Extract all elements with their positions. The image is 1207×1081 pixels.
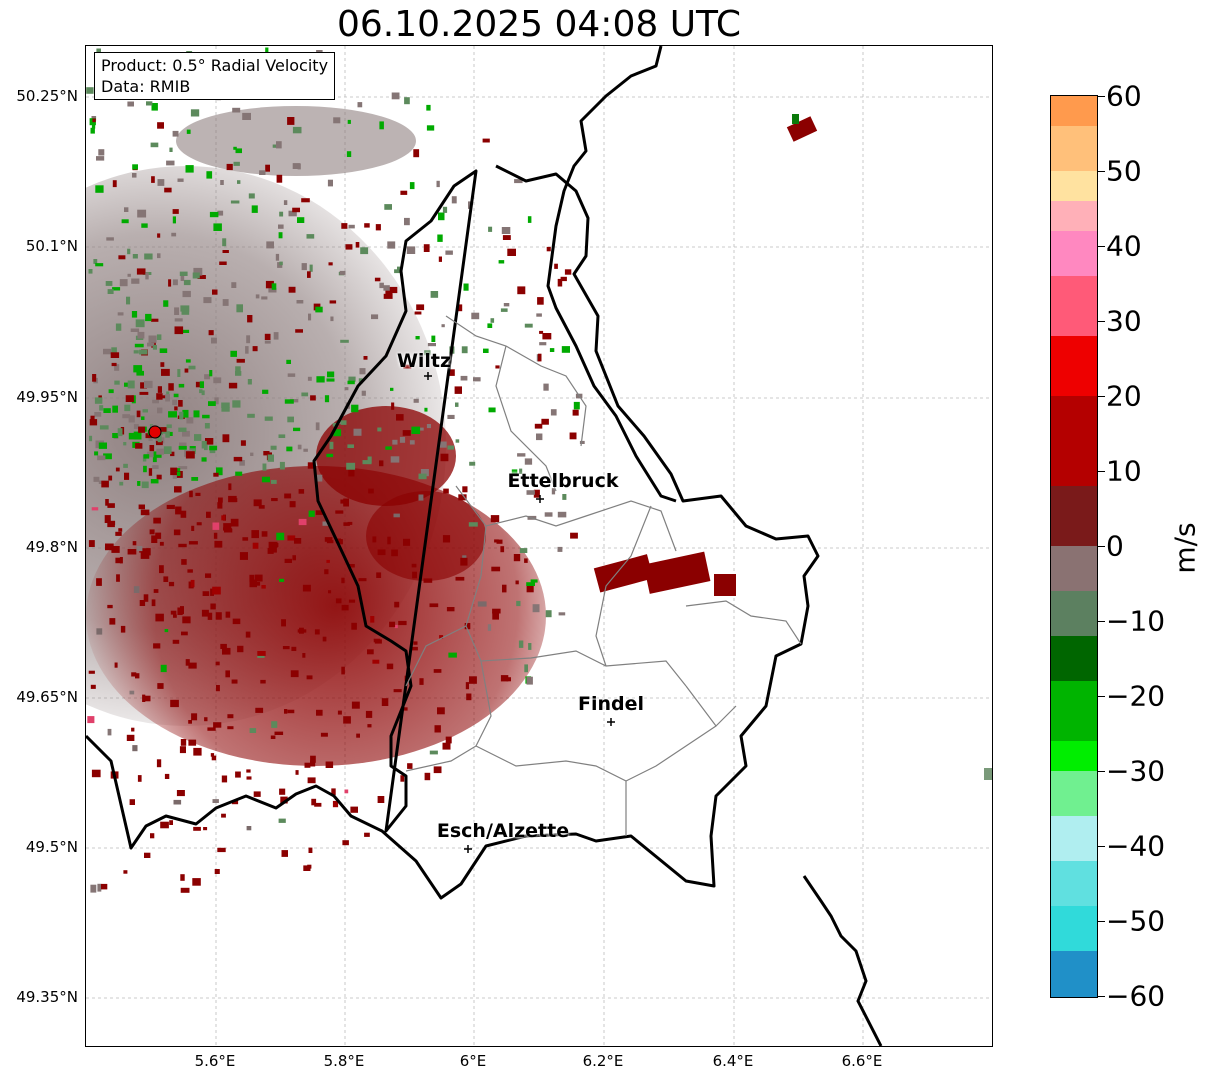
colorbar-tick [1097,396,1105,397]
colorbar-tick [1097,246,1105,247]
lon-tick-label: 5.6°E [194,1052,236,1070]
colorbar-tick-label: −40 [1106,829,1166,863]
colorbar-tick-label: 30 [1106,304,1142,338]
colorbar-tick [1097,696,1105,697]
city-label-wiltz: Wiltz [396,350,452,372]
colorbar-tick [1097,171,1105,172]
lat-tick-label: 49.95°N [16,388,78,406]
colorbar-tick [1097,546,1105,547]
city-label-esch-alzette: Esch/Alzette [436,820,570,842]
colorbar-tick-label: 40 [1106,229,1142,263]
lon-tick-label: 6.6°E [841,1052,883,1070]
colorbar-tick [1097,96,1105,97]
colorbar-tick-label: −20 [1106,679,1166,713]
colorbar-tick [1097,321,1105,322]
german-border [546,46,677,503]
colorbar-tick-label: −10 [1106,604,1166,638]
colorbar-tick [1097,771,1105,772]
colorbar-tick-label: 20 [1106,379,1142,413]
colorbar-tick-label: 0 [1106,529,1124,563]
radar-map-canvas [86,46,992,1046]
colorbar-gradient [1051,96,1097,997]
canton-boundaries [405,315,802,836]
colorbar-tick-label: −60 [1106,979,1166,1013]
colorbar-tick [1097,471,1105,472]
lat-tick-label: 49.5°N [25,838,78,856]
city-label-findel: Findel [577,693,645,715]
colorbar-tick-label: −50 [1106,904,1166,938]
country-border [86,164,820,900]
colorbar-tick [1097,996,1105,997]
colorbar-unit-label: m/s [1168,522,1202,574]
southeast-border [802,875,883,1046]
lon-tick-label: 6.4°E [712,1052,754,1070]
radar-map[interactable] [85,45,993,1047]
colorbar-tick-label: 60 [1106,79,1142,113]
product-label: Product: 0.5° Radial Velocity [101,56,329,75]
lon-tick-label: 5.8°E [323,1052,365,1070]
data-source-label: Data: RMIB [101,77,191,96]
product-info-box: Product: 0.5° Radial Velocity Data: RMIB [94,52,336,100]
city-label-ettelbruck: Ettelbruck [507,470,619,492]
colorbar-tick [1097,921,1105,922]
lat-tick-label: 50.25°N [16,87,78,105]
colorbar-tick-label: 50 [1106,154,1142,188]
lon-tick-label: 6°E [459,1052,487,1070]
lat-tick-label: 49.35°N [16,988,78,1006]
lat-tick-label: 49.8°N [25,538,78,556]
colorbar-tick [1097,846,1105,847]
colorbar-tick-label: −30 [1106,754,1166,788]
colorbar-tick-label: 10 [1106,454,1142,488]
colorbar [1050,95,1098,998]
colorbar-tick [1097,621,1105,622]
radar-site-marker [148,425,162,439]
lat-tick-label: 49.65°N [16,688,78,706]
lon-tick-label: 6.2°E [582,1052,624,1070]
lat-tick-label: 50.1°N [25,237,78,255]
map-title: 06.10.2025 04:08 UTC [336,4,742,45]
city-markers [424,372,615,853]
